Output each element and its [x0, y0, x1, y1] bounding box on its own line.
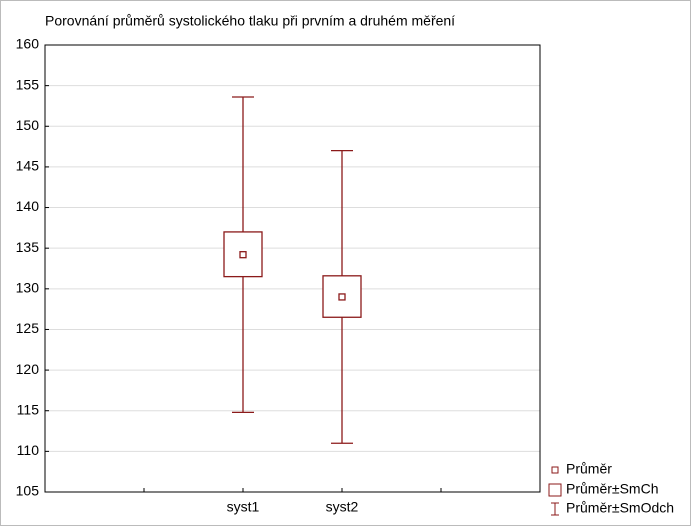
y-tick-label: 105: [16, 483, 40, 499]
legend-symbol: [551, 466, 559, 474]
legend-label: Průměr±SmOdch: [566, 500, 674, 516]
legend-label: Průměr±SmCh: [566, 481, 658, 497]
legend-symbol: [548, 483, 562, 497]
y-tick-label: 140: [16, 198, 40, 214]
mean-marker: [239, 251, 247, 259]
y-tick-label: 115: [17, 401, 40, 417]
y-tick-label: 160: [16, 36, 40, 52]
plot-area: [44, 44, 541, 493]
y-tick-label: 150: [16, 117, 40, 133]
y-tick-label: 155: [16, 76, 40, 92]
y-tick-label: 135: [16, 239, 40, 255]
y-tick-label: 110: [17, 442, 40, 458]
y-tick-label: 145: [16, 158, 40, 174]
y-tick-label: 125: [16, 320, 40, 336]
y-tick-label: 130: [16, 280, 40, 296]
legend-label: Průměr: [566, 461, 612, 477]
mean-marker: [338, 293, 346, 301]
x-tick-label: syst1: [227, 499, 260, 515]
y-tick-label: 120: [16, 361, 40, 377]
x-tick-label: syst2: [326, 499, 359, 515]
chart-title: Porovnání průměrů systolického tlaku při…: [45, 13, 455, 29]
